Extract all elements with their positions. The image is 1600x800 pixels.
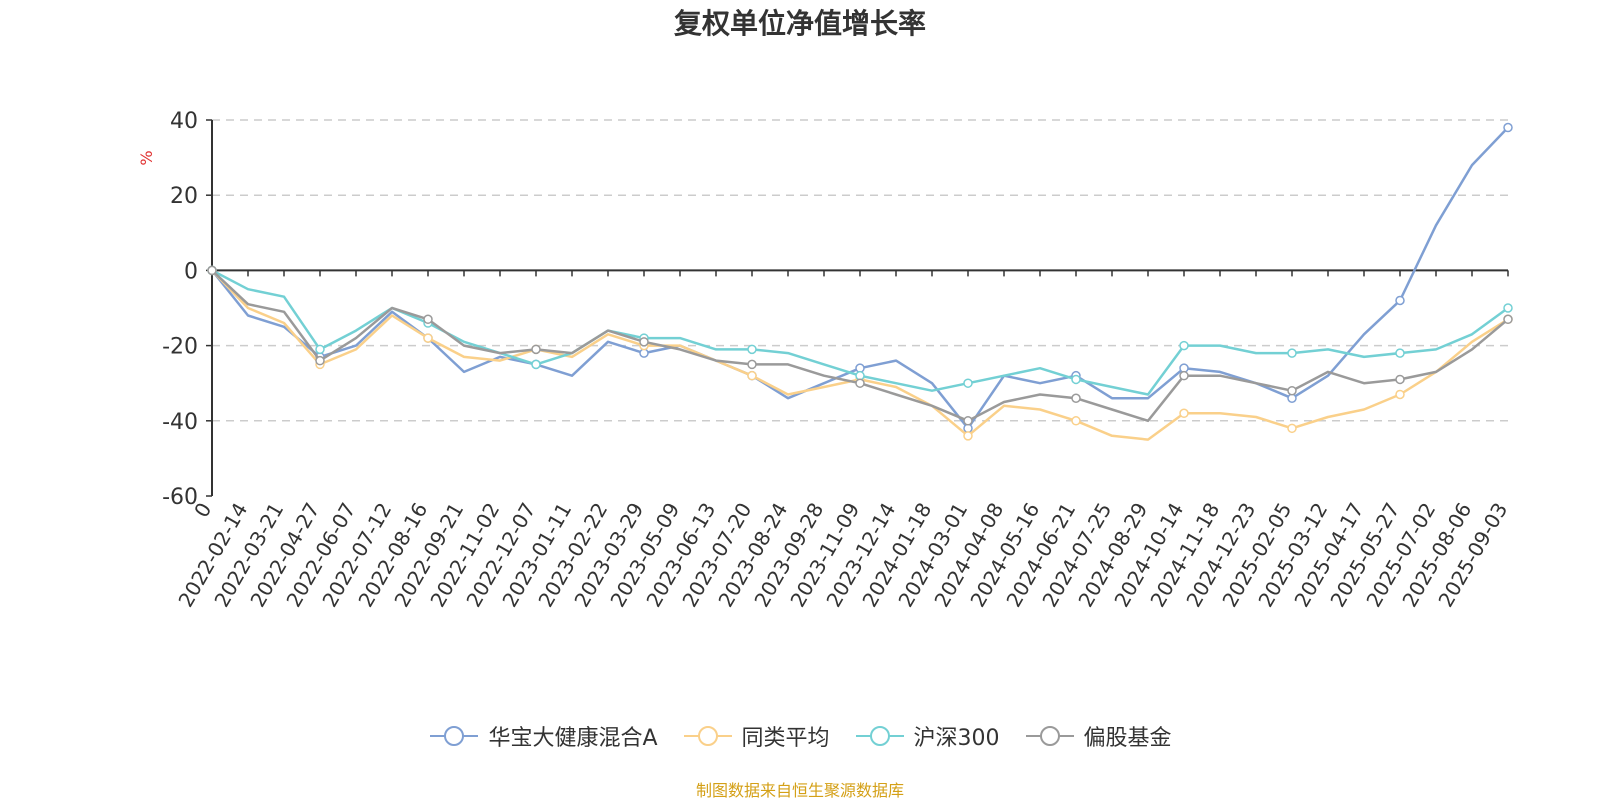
data-point (1071, 416, 1081, 426)
y-axis-label: % (137, 150, 156, 165)
data-point (1179, 370, 1189, 381)
data-point (1503, 314, 1513, 325)
chart-title: 复权单位净值增长率 (673, 7, 926, 40)
data-point (855, 378, 865, 388)
legend-label: 同类平均 (741, 726, 830, 751)
y-tick-label: 40 (170, 109, 198, 134)
data-point (639, 337, 649, 347)
data-point (963, 431, 973, 441)
data-point (1395, 374, 1405, 385)
legend-label: 沪深300 (913, 726, 1000, 751)
data-point (1071, 374, 1081, 385)
y-tick-label: -60 (162, 485, 198, 510)
data-point (423, 314, 433, 325)
x-tick-label: 0 (189, 499, 216, 522)
data-point (963, 378, 973, 388)
legend-item-3[interactable]: 沪深300 (854, 720, 1000, 752)
data-point (1071, 393, 1081, 403)
legend-item-2[interactable]: 同类平均 (682, 720, 830, 752)
y-tick-label: -20 (162, 335, 198, 360)
y-tick-label: 0 (184, 259, 198, 284)
legend-item-4[interactable]: 偏股基金 (1024, 720, 1172, 752)
data-point (315, 344, 325, 355)
data-point (1395, 348, 1405, 358)
data-point (1503, 122, 1513, 133)
data-point (531, 359, 541, 370)
series-line-2 (211, 269, 1509, 441)
data-point (747, 344, 757, 355)
data-point (1179, 408, 1189, 419)
legend-label: 华宝大健康混合A (488, 726, 658, 751)
legend-swatch-icon (683, 726, 732, 746)
source-note: 制图数据来自恒生聚源数据库 (695, 781, 904, 800)
data-point (1179, 340, 1189, 351)
data-point (747, 359, 757, 370)
legend-swatch-icon (430, 726, 479, 746)
y-tick-label: 20 (170, 184, 198, 209)
data-point (531, 344, 541, 355)
y-tick-label: -40 (162, 410, 198, 435)
data-point (1395, 389, 1405, 400)
data-point (1287, 423, 1297, 434)
data-point (315, 355, 325, 366)
data-point (1503, 303, 1513, 313)
chart-legend: 华宝大健康混合A 同类平均 沪深300 偏股基金 (0, 720, 1600, 752)
data-point (1287, 385, 1297, 396)
data-point (207, 265, 217, 276)
data-point (1287, 348, 1297, 358)
legend-swatch-icon (855, 726, 904, 746)
legend-label: 偏股基金 (1083, 726, 1172, 751)
chart-canvas: 40200-20-40-60%02022-02-142022-03-212022… (137, 109, 1513, 611)
data-point (1395, 295, 1405, 306)
legend-swatch-icon (1025, 726, 1074, 746)
data-point (423, 333, 433, 343)
legend-item-1[interactable]: 华宝大健康混合A (428, 720, 658, 752)
data-point (963, 416, 973, 426)
data-point (747, 370, 757, 381)
